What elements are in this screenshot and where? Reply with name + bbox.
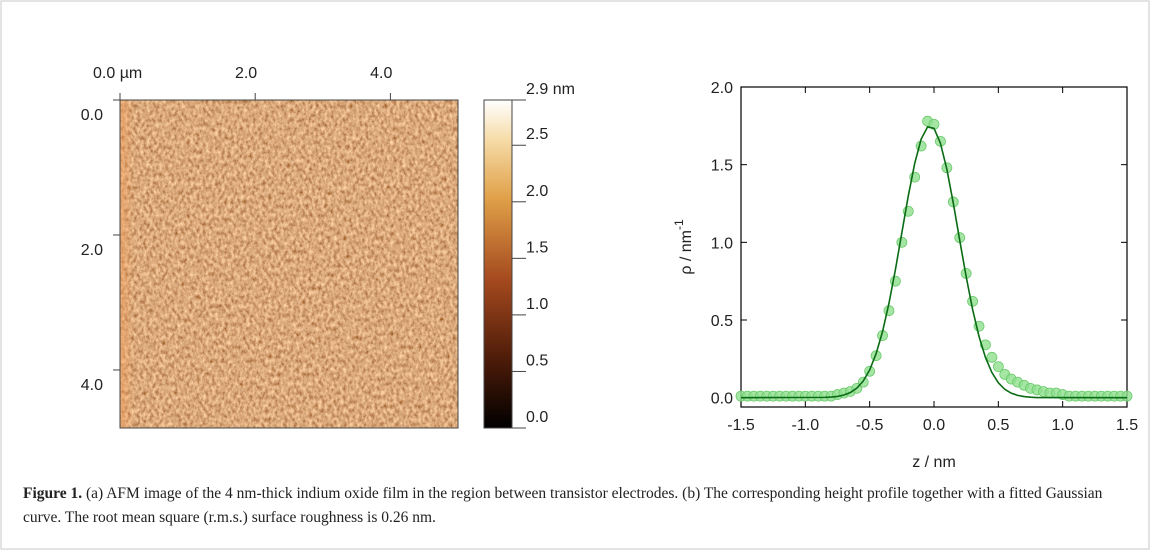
x-tick-label: 4.0 [370,65,392,82]
figure-border [0,0,1150,550]
afm-image-edge [120,100,458,428]
y-tick-label: 0.0 [81,107,103,124]
y-tick-label: 2.0 [81,242,103,259]
y-tick-label: 0.5 [711,313,733,330]
colorbar-tick-label: 1.5 [526,239,548,256]
data-point [992,361,1004,373]
y-tick-label: 1.0 [711,235,733,252]
y-tick-label: 4.0 [81,377,103,394]
colorbar-tick-label: 2.9 nm [526,81,575,98]
caption: Figure 1. (a) AFM image of the 4 nm-thic… [23,482,1133,530]
y-axis-label: ρ / nm-1 [672,219,695,275]
caption-label: Figure 1. [23,485,83,502]
y-tick-label: 0.0 [711,391,733,408]
data-point [883,305,895,317]
x-tick-label: 1.5 [1116,417,1138,434]
data-point [986,351,998,363]
colorbar [483,99,513,429]
colorbar-tick-label: 1.0 [526,296,548,313]
data-point [896,236,908,248]
data-point [1121,390,1133,402]
colorbar-tick-label: 2.5 [526,126,548,143]
x-tick-label: 2.0 [235,65,257,82]
y-axis-label-superscript: -1 [672,219,686,230]
x-axis-label: z / nm [912,454,956,471]
colorbar-tick-label: 0.5 [526,352,548,369]
x-tick-label: -0.5 [856,417,884,434]
y-tick-label: 2.0 [711,80,733,97]
y-tick-label: 1.5 [711,158,733,175]
data-point [967,295,978,307]
x-tick-label: 1.0 [1052,417,1074,434]
x-tick-label: -1.5 [727,417,755,434]
x-tick-label: 0.5 [987,417,1009,434]
fit-curve [740,126,1128,399]
plot-frame [740,86,1128,408]
colorbar-tick-label: 2.0 [526,183,548,200]
x-tick-label: 0.0 [923,417,945,434]
y-axis-label-main: ρ / nm [678,230,695,275]
caption-text: (a) AFM image of the 4 nm-thick indium o… [23,485,1103,526]
x-tick-label: -1.0 [792,417,820,434]
afm-frame [119,99,459,429]
x-tick-label: 0.0 µm [93,65,142,82]
colorbar-tick-label: 0.0 [526,409,548,426]
